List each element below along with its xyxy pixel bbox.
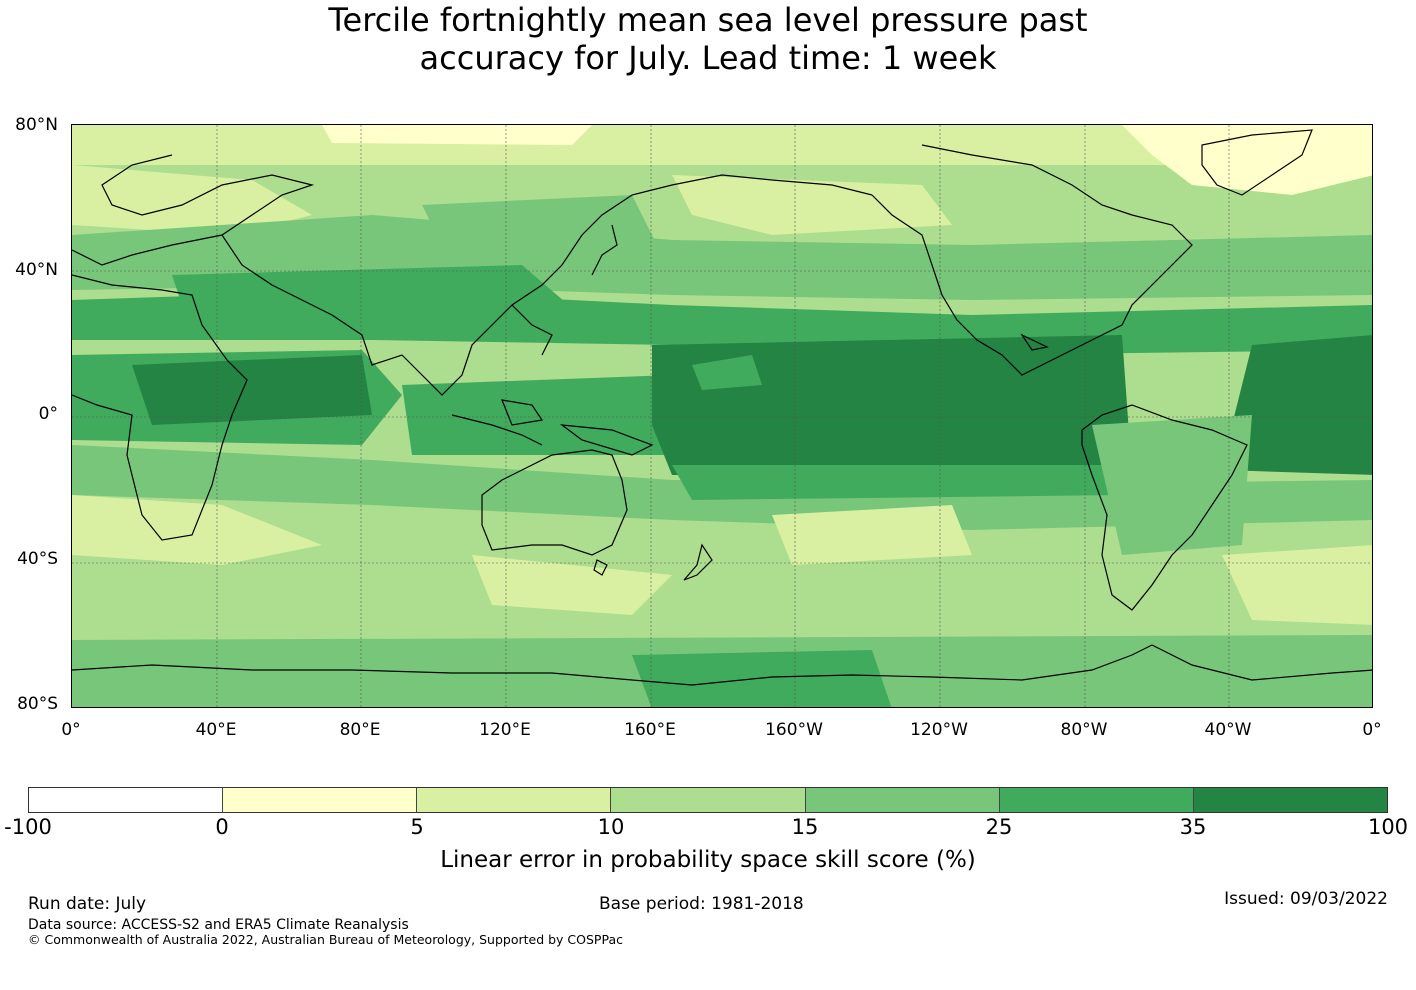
map-svg [72, 125, 1372, 707]
colorbar-segment-6 [999, 788, 1194, 812]
colorbar-tick: 35 [1179, 815, 1207, 839]
colorbar [28, 787, 1388, 813]
lon-label-120w: 120°W [910, 720, 968, 740]
chart-title-line-1: Tercile fortnightly mean sea level press… [328, 1, 1088, 39]
colorbar-segment-4 [611, 788, 806, 812]
lat-label-80n: 80°N [15, 115, 58, 135]
lon-label-80e: 80°E [339, 720, 381, 740]
colorbar-tick: 100 [1367, 815, 1409, 839]
colorbar-tick: -100 [4, 815, 52, 839]
colorbar-tick: 15 [791, 815, 819, 839]
copyright: © Commonwealth of Australia 2022, Austra… [28, 932, 623, 947]
coastlines [72, 129, 1372, 686]
colorbar-tick: 10 [597, 815, 625, 839]
lat-label-80s: 80°S [17, 694, 58, 714]
colorbar-label: Linear error in probability space skill … [440, 847, 976, 873]
lon-label-40e: 40°E [195, 720, 237, 740]
graticule [72, 125, 1372, 707]
lon-label-120e: 120°E [479, 720, 531, 740]
lon-label-80w: 80°W [1060, 720, 1108, 740]
colorbar-tick: 0 [215, 815, 229, 839]
lon-label-160e: 160°E [624, 720, 676, 740]
skill-bands [72, 125, 1372, 707]
base-period: Base period: 1981-2018 [599, 894, 804, 914]
colorbar-segment-2 [223, 788, 418, 812]
chart-title-line-2: accuracy for July. Lead time: 1 week [419, 39, 997, 77]
data-source: Data source: ACCESS-S2 and ERA5 Climate … [28, 917, 409, 933]
issued-date: Issued: 09/03/2022 [1224, 889, 1388, 909]
lon-label-40w: 40°W [1204, 720, 1252, 740]
skill-score-map [71, 124, 1373, 708]
lat-label-40s: 40°S [17, 549, 58, 569]
run-date: Run date: July [28, 894, 147, 914]
lon-label-0-right: 0° [1362, 720, 1382, 740]
lon-label-160w: 160°W [765, 720, 823, 740]
colorbar-segment-1 [29, 788, 224, 812]
lat-label-equator: 0° [38, 404, 58, 424]
colorbar-segment-3 [417, 788, 612, 812]
lon-label-0-left: 0° [61, 720, 81, 740]
colorbar-segment-7 [1193, 788, 1387, 812]
colorbar-tick: 25 [985, 815, 1013, 839]
lat-label-40n: 40°N [15, 260, 58, 280]
colorbar-segment-5 [805, 788, 1000, 812]
colorbar-tick: 5 [410, 815, 424, 839]
